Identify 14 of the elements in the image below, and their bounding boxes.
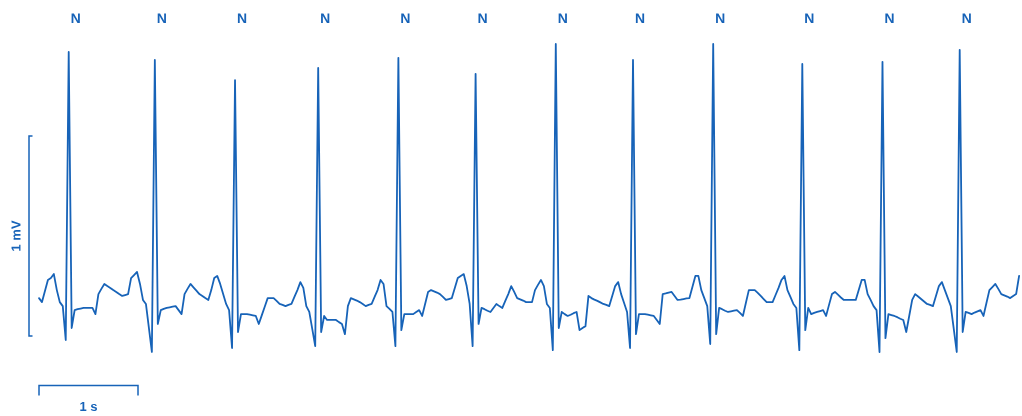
text: N (71, 13, 80, 24)
text: N (157, 13, 166, 24)
y-axis-title: 1 mV (11, 220, 21, 251)
text: N (716, 13, 725, 24)
text: N (237, 13, 247, 24)
text: N (635, 13, 645, 24)
text: N (401, 13, 410, 24)
text: N (962, 13, 971, 24)
text: N (558, 13, 567, 24)
text: N (321, 13, 330, 24)
text: N (478, 13, 487, 24)
text: N (885, 13, 894, 24)
text: N (805, 13, 814, 24)
x-axis-title: 1 s (80, 401, 97, 412)
